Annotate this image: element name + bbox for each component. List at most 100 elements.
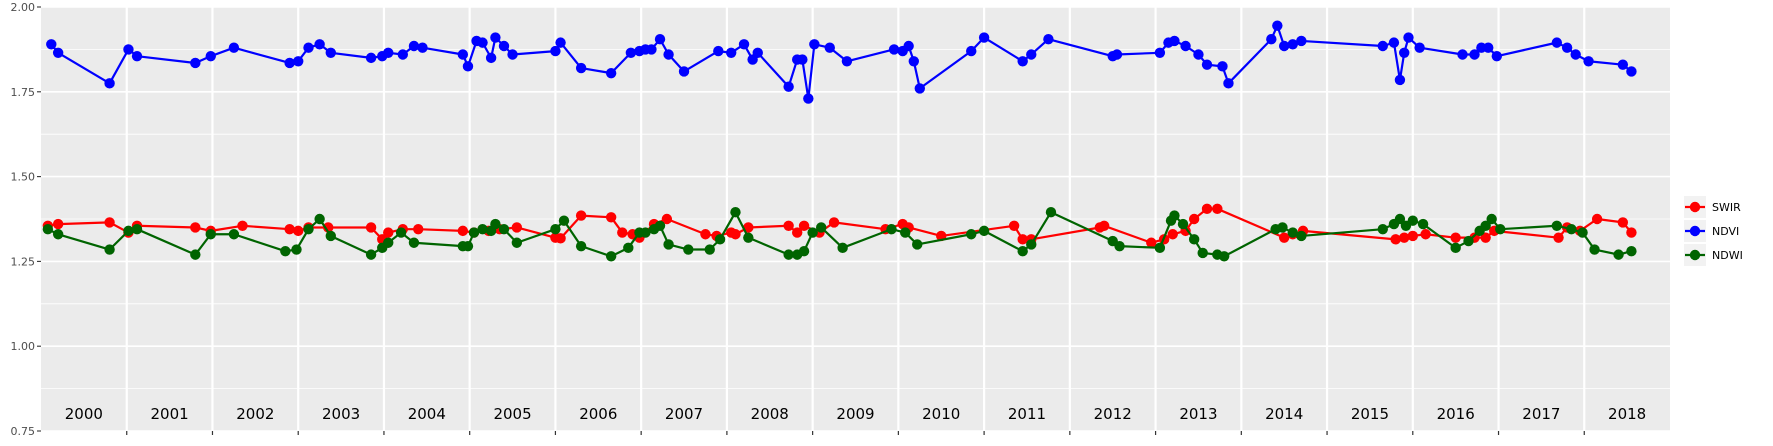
data-point-swir xyxy=(1201,203,1213,215)
data-point-ndwi xyxy=(807,227,818,238)
data-point-ndvi xyxy=(625,47,637,58)
legend-item-ndwi: NDWI xyxy=(1684,244,1743,266)
y-tick-label: 1.50 xyxy=(11,171,36,184)
data-point-swir xyxy=(1450,232,1461,243)
year-label: 2006 xyxy=(579,405,617,423)
data-point-ndvi xyxy=(1377,40,1388,52)
data-point-ndwi xyxy=(280,246,291,257)
year-label: 2015 xyxy=(1351,405,1389,423)
data-point-ndvi xyxy=(325,47,336,58)
data-point-ndwi xyxy=(1188,234,1200,245)
data-point-ndwi xyxy=(575,240,587,252)
year-label: 2018 xyxy=(1608,405,1646,423)
data-point-swir xyxy=(1480,232,1491,243)
data-point-ndwi xyxy=(886,223,897,235)
legend-label: SWIR xyxy=(1712,201,1741,214)
data-point-ndwi xyxy=(52,229,64,240)
data-point-ndvi xyxy=(293,56,304,67)
data-point-ndwi xyxy=(550,223,561,235)
data-point-ndvi xyxy=(507,49,518,60)
data-point-ndwi xyxy=(1394,213,1406,225)
data-point-ndwi xyxy=(104,244,115,255)
legend-key-point xyxy=(1689,201,1701,213)
data-point-ndvi xyxy=(303,42,314,53)
data-point-ndvi xyxy=(1388,37,1400,48)
data-point-ndvi xyxy=(555,37,566,48)
data-point-swir xyxy=(617,227,628,238)
data-point-swir xyxy=(798,220,810,231)
data-point-swir xyxy=(792,227,803,238)
data-point-ndwi xyxy=(640,227,651,238)
y-tick-label: 0.75 xyxy=(11,425,36,438)
data-point-ndwi xyxy=(468,227,480,238)
year-label: 2004 xyxy=(408,405,446,423)
data-point-ndwi xyxy=(1177,218,1189,230)
data-point-ndwi xyxy=(1377,223,1388,235)
data-point-ndvi xyxy=(824,42,835,53)
year-label: 2000 xyxy=(65,405,103,423)
data-point-swir xyxy=(365,222,377,233)
year-label: 2010 xyxy=(922,405,960,423)
data-point-ndvi xyxy=(903,40,914,52)
data-point-ndwi xyxy=(1463,235,1474,247)
data-point-ndwi xyxy=(743,232,754,243)
data-point-ndwi xyxy=(1114,240,1125,252)
data-point-ndvi xyxy=(1583,56,1594,67)
data-point-ndwi xyxy=(303,223,314,235)
y-tick-label: 1.75 xyxy=(11,86,36,99)
legend-item-ndvi: NDVI xyxy=(1684,220,1739,242)
year-label: 2003 xyxy=(322,405,360,423)
year-label: 2011 xyxy=(1008,405,1046,423)
series-ndwi xyxy=(42,207,1637,262)
data-point-ndwi xyxy=(704,244,715,255)
data-point-ndvi xyxy=(575,62,587,74)
data-point-ndwi xyxy=(1566,223,1577,235)
data-point-swir xyxy=(1420,229,1431,240)
data-point-ndwi xyxy=(1417,218,1429,230)
data-point-ndwi xyxy=(1277,222,1288,233)
data-point-ndvi xyxy=(490,32,501,43)
data-point-swir xyxy=(457,225,469,237)
legend-key-point xyxy=(1689,225,1701,237)
data-point-ndvi xyxy=(1626,66,1637,77)
year-label: 2013 xyxy=(1179,405,1217,423)
data-point-ndvi xyxy=(104,78,115,89)
data-point-ndvi xyxy=(383,47,394,58)
data-point-ndwi xyxy=(123,225,134,237)
data-point-ndwi xyxy=(1017,246,1028,257)
data-point-ndwi xyxy=(408,237,420,248)
data-point-ndvi xyxy=(888,44,900,55)
data-point-swir xyxy=(293,225,304,237)
data-point-ndvi xyxy=(752,47,763,58)
data-point-ndwi xyxy=(462,240,474,252)
data-point-ndwi xyxy=(900,227,911,238)
data-point-ndvi xyxy=(1491,50,1503,62)
year-label: 2002 xyxy=(236,405,274,423)
data-point-ndvi xyxy=(1570,49,1581,60)
data-point-ndvi xyxy=(809,39,820,50)
data-point-ndwi xyxy=(837,242,848,254)
data-point-ndwi xyxy=(1169,210,1180,221)
year-label: 2014 xyxy=(1265,405,1303,423)
data-point-ndvi xyxy=(1287,39,1298,50)
data-point-ndvi xyxy=(485,52,497,64)
data-point-ndvi xyxy=(462,61,474,72)
data-point-ndvi xyxy=(1414,42,1425,53)
data-point-ndvi xyxy=(1180,40,1191,52)
year-label: 2007 xyxy=(665,405,703,423)
data-point-swir xyxy=(52,218,64,230)
grid-layer xyxy=(41,6,1670,432)
data-point-ndvi xyxy=(52,47,64,58)
data-point-ndvi xyxy=(978,32,990,43)
data-point-ndwi xyxy=(42,223,54,235)
data-point-swir xyxy=(783,220,794,231)
data-point-ndwi xyxy=(1551,220,1563,231)
data-point-ndvi xyxy=(738,39,750,50)
axis-layer: 0.75 1.00 1.25 1.50 1.75 2.00 xyxy=(11,1,1585,438)
data-point-ndvi xyxy=(1278,40,1290,52)
data-point-ndwi xyxy=(490,218,501,230)
data-point-ndwi xyxy=(683,244,694,255)
data-point-swir xyxy=(1098,220,1110,231)
data-point-ndvi xyxy=(783,81,794,92)
